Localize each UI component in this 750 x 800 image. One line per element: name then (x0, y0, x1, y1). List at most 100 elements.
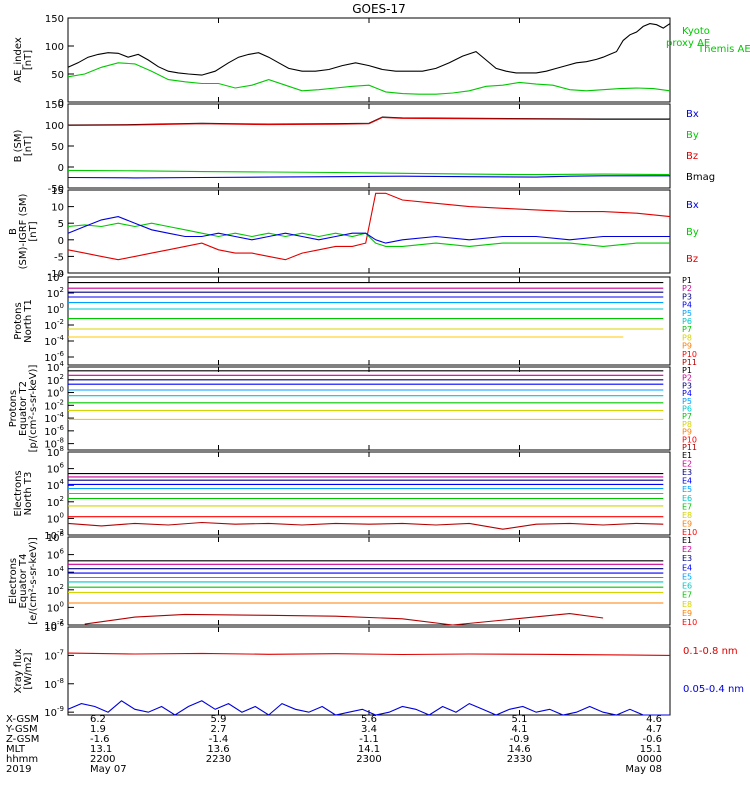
y-tick-exponent: -8 (57, 677, 64, 685)
y-axis-title: Electrons (13, 470, 24, 516)
legend-label: E9 (682, 519, 692, 528)
ephemeris-value: 2330 (507, 754, 532, 765)
legend-label: E7 (682, 502, 692, 511)
panel-8: 10-6 10-7 10-8 10-9 Xray flux [W/m2] 0.1-0.8 n… (13, 620, 744, 719)
ephemeris-value: 5.1 (512, 714, 528, 725)
y-axis-title: Xray flux (13, 649, 24, 694)
y-tick-label: 5 (58, 219, 64, 230)
y-tick-exponent: -6 (57, 424, 65, 432)
y-tick-label: 104 (47, 478, 65, 492)
series-line-0-1-0-8-nm (67, 652, 671, 656)
y-tick-exponent: -8 (57, 437, 64, 445)
y-axis-title: B (8, 228, 19, 235)
ephemeris-value: 4.6 (646, 714, 662, 725)
legend-label: E1 (682, 451, 692, 460)
y-tick-label: 10-7 (44, 648, 64, 662)
y-axis-title: Protons (13, 302, 24, 339)
ephemeris-row-label: Y-GSM (5, 724, 38, 735)
legend-label: E9 (682, 609, 692, 618)
legend-label: P2 (682, 284, 692, 293)
y-tick-label: -50 (48, 184, 64, 195)
legend-label: By (686, 130, 699, 141)
y-tick-label: 100 (47, 302, 64, 316)
y-tick-exponent: 4 (60, 360, 65, 368)
legend-label: P8 (682, 420, 692, 429)
series-line-bx (67, 175, 670, 179)
legend-label: E4 (682, 563, 692, 572)
legend-label: P4 (682, 389, 692, 398)
y-axis-title: Equator T4 (18, 554, 29, 609)
legend-label: 0.1-0.8 nm (683, 646, 738, 657)
y-tick-exponent: 4 (60, 565, 65, 573)
ephemeris-row-label: hhmm (6, 754, 38, 765)
legend-label: P1 (682, 276, 692, 285)
y-tick-exponent: -2 (57, 318, 64, 326)
x-date-label: May 08 (625, 764, 662, 775)
legend-label: P2 (682, 374, 692, 383)
panel-frame (67, 103, 671, 189)
legend-label: P6 (682, 317, 692, 326)
y-axis-title: North T1 (23, 299, 34, 343)
ephemeris-value: 3.4 (361, 724, 377, 735)
legend-label: P4 (682, 301, 692, 310)
y-tick-label: 10-9 (44, 705, 64, 719)
ephemeris-value: 15.1 (640, 744, 662, 755)
legend-label: Bz (686, 254, 698, 265)
y-axis-title: Protons (8, 390, 19, 427)
y-tick-label: 104 (47, 270, 65, 284)
ephemeris-row-label: X-GSM (6, 714, 39, 725)
legend-label: P5 (682, 309, 692, 318)
ephemeris-value: 5.9 (211, 714, 227, 725)
ephemeris-value: 13.6 (207, 744, 229, 755)
y-axis-title: Electrons (8, 558, 19, 604)
y-tick-label: 100 (45, 42, 64, 53)
y-tick-label: 0 (58, 163, 64, 174)
panel-frame (67, 276, 671, 366)
legend-label: Themis AE (697, 44, 750, 55)
y-tick-exponent: -2 (57, 618, 64, 626)
y-tick-label: 104 (47, 565, 65, 579)
series-line-bz (67, 192, 671, 261)
legend-label: P5 (682, 397, 692, 406)
legend-label: proxy AE (666, 38, 710, 49)
legend-label: Bmag (686, 172, 715, 183)
y-tick-exponent: 8 (60, 530, 64, 538)
x-date-label: May 07 (90, 764, 127, 775)
legend-label: P11 (682, 358, 697, 367)
y-tick-label: 100 (47, 600, 64, 614)
ephemeris-value: 2300 (356, 754, 381, 765)
y-tick-label: -5 (54, 252, 64, 263)
legend-label: P9 (682, 342, 692, 351)
y-tick-exponent: -7 (57, 648, 64, 656)
series-line-bx (67, 216, 670, 244)
series-line-e10 (67, 521, 664, 530)
series-line-bz (67, 116, 670, 126)
ephemeris-value: 1.9 (90, 724, 106, 735)
legend-label: P6 (682, 405, 692, 414)
y-tick-exponent: -6 (57, 620, 65, 628)
y-tick-exponent: 6 (60, 462, 65, 470)
ephemeris-value: 14.6 (508, 744, 530, 755)
ephemeris-row-label: Z-GSM (6, 734, 39, 745)
y-axis-title: AE_index (13, 37, 24, 83)
y-tick-label: 10-2 (44, 318, 64, 332)
legend-label: E1 (682, 536, 692, 545)
y-tick-label: -10 (48, 269, 64, 280)
y-tick-exponent: -6 (57, 350, 65, 358)
y-tick-label: 102 (47, 583, 64, 597)
y-tick-exponent: 0 (60, 302, 64, 310)
y-tick-label: 0 (58, 236, 64, 247)
legend-label: E2 (682, 545, 692, 554)
ephemeris-value: 4.1 (512, 724, 528, 735)
y-tick-exponent: 4 (60, 270, 65, 278)
y-axis-title: [nT] (28, 221, 39, 241)
y-tick-label: 0 (58, 98, 64, 109)
y-axis-title: [e/(cm²-s-sr-keV)] (28, 537, 39, 625)
ephemeris-value: 2200 (90, 754, 115, 765)
legend-label: E10 (682, 618, 697, 627)
y-tick-label: 150 (45, 100, 64, 111)
y-tick-exponent: 8 (60, 445, 64, 453)
